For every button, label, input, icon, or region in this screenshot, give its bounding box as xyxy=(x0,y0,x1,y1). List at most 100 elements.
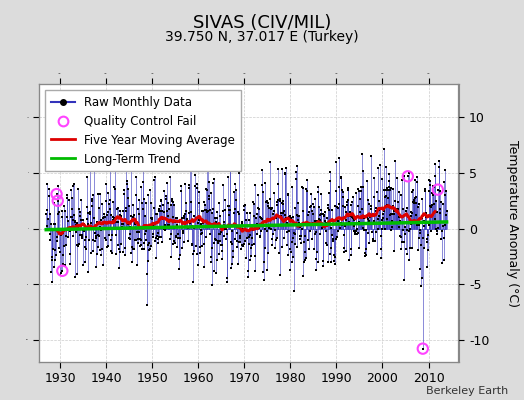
Point xyxy=(205,231,214,238)
Point xyxy=(150,177,159,184)
Point xyxy=(204,192,213,199)
Point xyxy=(177,188,185,195)
Point xyxy=(279,200,288,207)
Point xyxy=(277,213,285,220)
Point xyxy=(153,233,161,240)
Point xyxy=(396,234,405,240)
Point xyxy=(109,213,117,220)
Point xyxy=(90,166,99,173)
Point xyxy=(128,244,136,250)
Point xyxy=(223,274,232,281)
Point xyxy=(160,209,169,215)
Point xyxy=(178,219,187,226)
Point xyxy=(247,252,255,259)
Point xyxy=(206,254,215,260)
Point xyxy=(408,244,416,251)
Point xyxy=(336,175,345,181)
Point xyxy=(331,203,340,209)
Point xyxy=(325,190,333,196)
Point xyxy=(99,221,107,227)
Point xyxy=(359,215,368,222)
Point xyxy=(199,207,208,214)
Point xyxy=(355,244,363,251)
Point xyxy=(98,246,106,252)
Point xyxy=(376,232,385,239)
Point xyxy=(187,199,195,205)
Point xyxy=(227,228,236,234)
Point xyxy=(93,251,101,258)
Point xyxy=(194,200,203,206)
Point xyxy=(422,214,430,220)
Point xyxy=(255,206,263,213)
Point xyxy=(198,208,206,214)
Point xyxy=(165,205,173,212)
Point xyxy=(293,163,301,169)
Point xyxy=(438,260,446,266)
Point xyxy=(110,214,118,221)
Point xyxy=(383,202,391,208)
Point xyxy=(173,215,182,221)
Point xyxy=(69,217,77,223)
Point xyxy=(230,188,238,195)
Point xyxy=(409,200,418,206)
Point xyxy=(328,232,336,238)
Point xyxy=(177,217,185,224)
Point xyxy=(289,214,297,220)
Point xyxy=(403,173,412,180)
Point xyxy=(200,264,209,270)
Point xyxy=(397,246,406,252)
Point xyxy=(392,208,400,214)
Point xyxy=(271,226,279,233)
Point xyxy=(222,236,231,242)
Point xyxy=(231,236,239,243)
Point xyxy=(212,237,221,243)
Point xyxy=(376,204,385,211)
Point xyxy=(423,247,432,253)
Point xyxy=(307,203,315,209)
Point xyxy=(211,236,219,242)
Point xyxy=(391,158,399,164)
Point xyxy=(63,191,71,198)
Point xyxy=(390,198,399,204)
Point xyxy=(184,238,192,245)
Point xyxy=(329,238,337,244)
Point xyxy=(99,261,107,268)
Point xyxy=(296,236,304,242)
Point xyxy=(353,230,362,237)
Point xyxy=(141,213,149,220)
Point xyxy=(431,173,440,180)
Point xyxy=(63,195,71,201)
Point xyxy=(181,211,189,218)
Point xyxy=(72,229,80,235)
Point xyxy=(109,199,117,205)
Point xyxy=(400,239,408,245)
Point xyxy=(412,179,421,186)
Point xyxy=(81,237,90,243)
Point xyxy=(57,207,66,214)
Point xyxy=(331,254,339,261)
Point xyxy=(49,246,57,252)
Point xyxy=(250,213,258,219)
Point xyxy=(439,223,447,229)
Point xyxy=(59,261,67,268)
Point xyxy=(359,184,367,190)
Point xyxy=(285,214,293,220)
Point xyxy=(317,211,325,217)
Point xyxy=(436,198,445,205)
Point xyxy=(324,206,333,213)
Point xyxy=(267,242,276,248)
Point xyxy=(304,246,313,252)
Point xyxy=(46,230,54,237)
Point xyxy=(47,279,56,285)
Point xyxy=(308,208,316,215)
Point xyxy=(137,184,146,190)
Point xyxy=(286,267,294,273)
Point xyxy=(80,228,89,234)
Point xyxy=(276,271,284,278)
Point xyxy=(275,222,283,228)
Point xyxy=(103,212,112,219)
Point xyxy=(163,222,172,228)
Point xyxy=(123,180,132,187)
Point xyxy=(120,186,128,193)
Point xyxy=(353,231,361,237)
